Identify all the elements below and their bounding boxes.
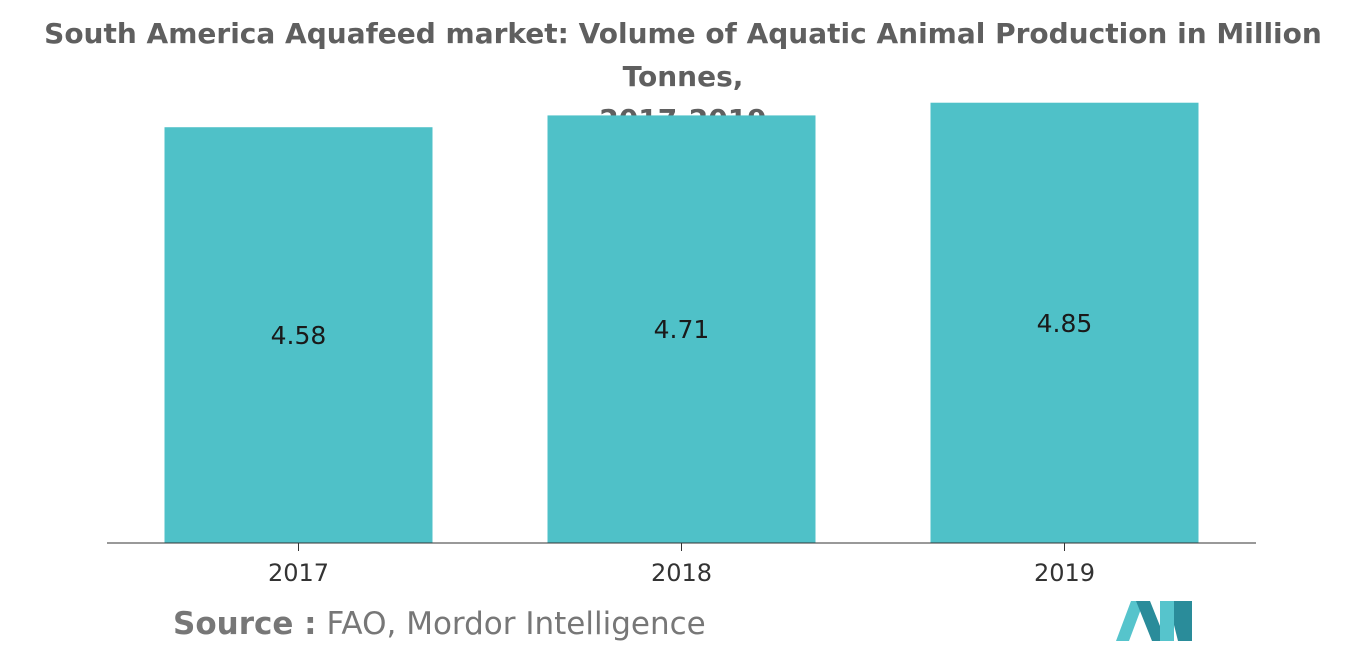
logo-shape-right-light (1160, 601, 1174, 641)
bar-chart: 2017 2018 2019 4.58 4.71 4.85 (107, 102, 1256, 587)
x-tick-label-2017: 2017 (268, 559, 329, 587)
logo-shape-right-dark (1174, 601, 1192, 641)
data-label-2017: 4.58 (271, 321, 327, 350)
source-text: FAO, Mordor Intelligence (326, 606, 706, 642)
bar-2018 (547, 115, 816, 544)
data-label-2018: 4.71 (654, 315, 710, 344)
x-tick-label-2018: 2018 (651, 559, 712, 587)
bar-2019 (930, 102, 1199, 544)
mordor-intelligence-logo-icon (1116, 601, 1192, 641)
x-axis-ticks: 2017 2018 2019 (268, 543, 1095, 587)
x-tick-label-2019: 2019 (1034, 559, 1095, 587)
source-label: Source : (173, 606, 317, 642)
chart-title: South America Aquafeed market: Volume of… (0, 12, 1366, 141)
logo-shape-middle (1136, 601, 1166, 641)
data-labels-group: 4.58 4.71 4.85 (271, 309, 1093, 350)
bars-group (164, 102, 1199, 544)
logo-shape-left (1116, 601, 1144, 641)
source-note: Source : FAO, Mordor Intelligence (173, 606, 706, 642)
bar-2017 (164, 127, 433, 543)
data-label-2019: 4.85 (1037, 309, 1093, 338)
chart-title-line-1: South America Aquafeed market: Volume of… (44, 17, 1322, 93)
